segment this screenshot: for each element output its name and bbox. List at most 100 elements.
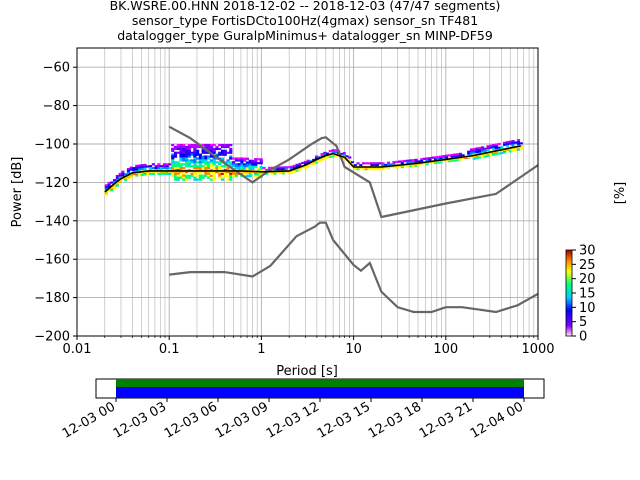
psd-cell [276, 168, 280, 171]
psd-cell [104, 191, 108, 194]
psd-cell [157, 163, 161, 166]
psd-cell [251, 165, 255, 168]
psd-cell [184, 174, 189, 177]
psd-cell [298, 162, 302, 166]
psd-cell [229, 174, 233, 177]
psd-cell [353, 168, 357, 171]
psd-cell [251, 161, 255, 164]
psd-cell [505, 143, 509, 146]
psd-cell [151, 163, 155, 166]
psd-cell [187, 149, 191, 152]
psd-cell [450, 153, 454, 157]
psd-cell [196, 178, 200, 181]
psd-cell [348, 156, 352, 159]
psd-cell [209, 163, 214, 166]
psd-cell [386, 167, 391, 170]
psd-cell [187, 163, 191, 166]
psd-cell [121, 174, 125, 177]
psd-cell [342, 157, 346, 160]
psd-cell [179, 144, 183, 147]
psd-cell [198, 167, 202, 170]
psd-cell [176, 176, 180, 179]
psd-cell [212, 176, 216, 179]
psd-cell [259, 158, 263, 161]
psd-cell [173, 176, 178, 179]
psd-cell [491, 147, 496, 151]
psd-cell [171, 153, 175, 156]
psd-cell [267, 166, 272, 170]
psd-cell [129, 176, 133, 179]
psd-cell [182, 151, 186, 154]
psd-cell [218, 147, 222, 151]
psd-cell [110, 186, 114, 189]
psd-cell [157, 165, 161, 168]
psd-cell [298, 166, 302, 170]
psd-cell [511, 142, 515, 145]
psd-cell [425, 163, 429, 166]
psd-cell [207, 165, 211, 168]
psd-cell [118, 172, 122, 175]
psd-cell [187, 151, 191, 154]
psd-cell [209, 178, 214, 181]
psd-cell [420, 160, 424, 163]
x-tick-label: 0.01 [63, 342, 92, 357]
psd-cell [514, 149, 518, 152]
psd-cell [209, 149, 214, 152]
psd-cell [198, 161, 202, 164]
psd-cell [306, 163, 310, 167]
psd-cell [126, 174, 131, 178]
psd-cell [135, 166, 139, 169]
psd-cell [234, 172, 238, 175]
psd-cell [500, 151, 504, 155]
psd-cell [436, 161, 440, 164]
psd-cell [193, 167, 197, 170]
psd-cell [209, 155, 214, 158]
psd-cell [104, 193, 108, 197]
psd-cell [193, 172, 197, 175]
psd-cell [229, 147, 233, 151]
psd-cell [229, 155, 233, 158]
psd-cell [179, 176, 183, 179]
psd-cell [483, 155, 487, 158]
psd-cell [173, 161, 178, 164]
psd-cell [104, 188, 108, 191]
psd-cell [129, 166, 133, 169]
psd-cell [248, 163, 252, 166]
psd-cell [240, 167, 244, 170]
psd-cell [458, 152, 462, 155]
psd-cell [204, 167, 208, 170]
psd-cell [475, 149, 479, 152]
psd-cell [309, 162, 313, 165]
psd-cell [314, 155, 319, 158]
psd-cell [469, 150, 474, 153]
psd-cell [494, 147, 498, 150]
psd-cell [137, 166, 142, 169]
psd-cell [204, 161, 208, 164]
y-axis-label: Power [dB] [10, 157, 25, 228]
psd-cell [204, 174, 208, 177]
psd-cell [491, 145, 496, 149]
psd-cell [209, 165, 214, 168]
psd-cell [215, 153, 219, 156]
psd-cell [444, 156, 449, 159]
psd-cell [254, 158, 258, 161]
time-tick-label: 12-03 12 [264, 399, 322, 441]
psd-cell [461, 154, 465, 157]
psd-cell [229, 157, 233, 160]
psd-cell [229, 144, 233, 147]
psd-cell [240, 159, 244, 162]
psd-cell [204, 151, 208, 154]
psd-cell [345, 157, 349, 160]
time-tick-label: 12-03 03 [111, 399, 169, 441]
psd-cell [483, 149, 487, 152]
psd-cell [312, 162, 316, 165]
psd-cell [295, 165, 299, 168]
psd-cell [113, 179, 117, 182]
psd-cell [198, 174, 202, 177]
psd-cell [259, 160, 263, 163]
title-line-1: BK.WSRE.00.HNN 2018-12-02 -- 2018-12-03 … [110, 0, 501, 13]
psd-cell [143, 163, 147, 167]
psd-cell [431, 156, 435, 159]
